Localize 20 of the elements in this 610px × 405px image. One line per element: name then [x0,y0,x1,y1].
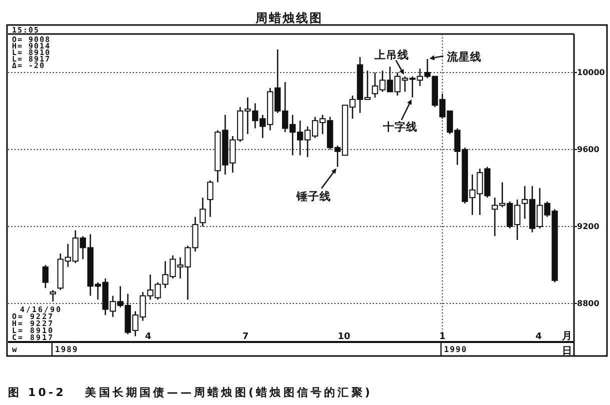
y-tick-label: 9200 [577,222,600,231]
x-tick-label: 4 [145,332,152,342]
y-tick-label: 8800 [577,299,600,308]
text: 1989 [55,345,78,354]
text: 1990 [444,345,468,354]
annotation: 上吊线 [374,48,410,62]
y-tick-label: 9600 [577,145,600,154]
annotation: 流星线 [446,50,482,64]
x-tick-label: 10 [338,332,350,342]
x-tick-label: 4 [536,332,542,342]
x-tick-label: 7 [242,332,249,342]
x-tick-label: 1 [439,332,446,342]
annotation: 十字线 [382,120,418,134]
text: w [12,345,17,354]
caption: 图 10-2 美国长期国债——周蜡烛图(蜡烛图信号的汇聚) [8,386,372,399]
chart-title: 周蜡烛线图 [254,11,323,25]
text: 日 [562,346,572,357]
y-tick-label: 10000 [577,68,606,77]
x-axis-title: 月 [561,331,572,342]
annotation: 锤子线 [295,190,331,203]
